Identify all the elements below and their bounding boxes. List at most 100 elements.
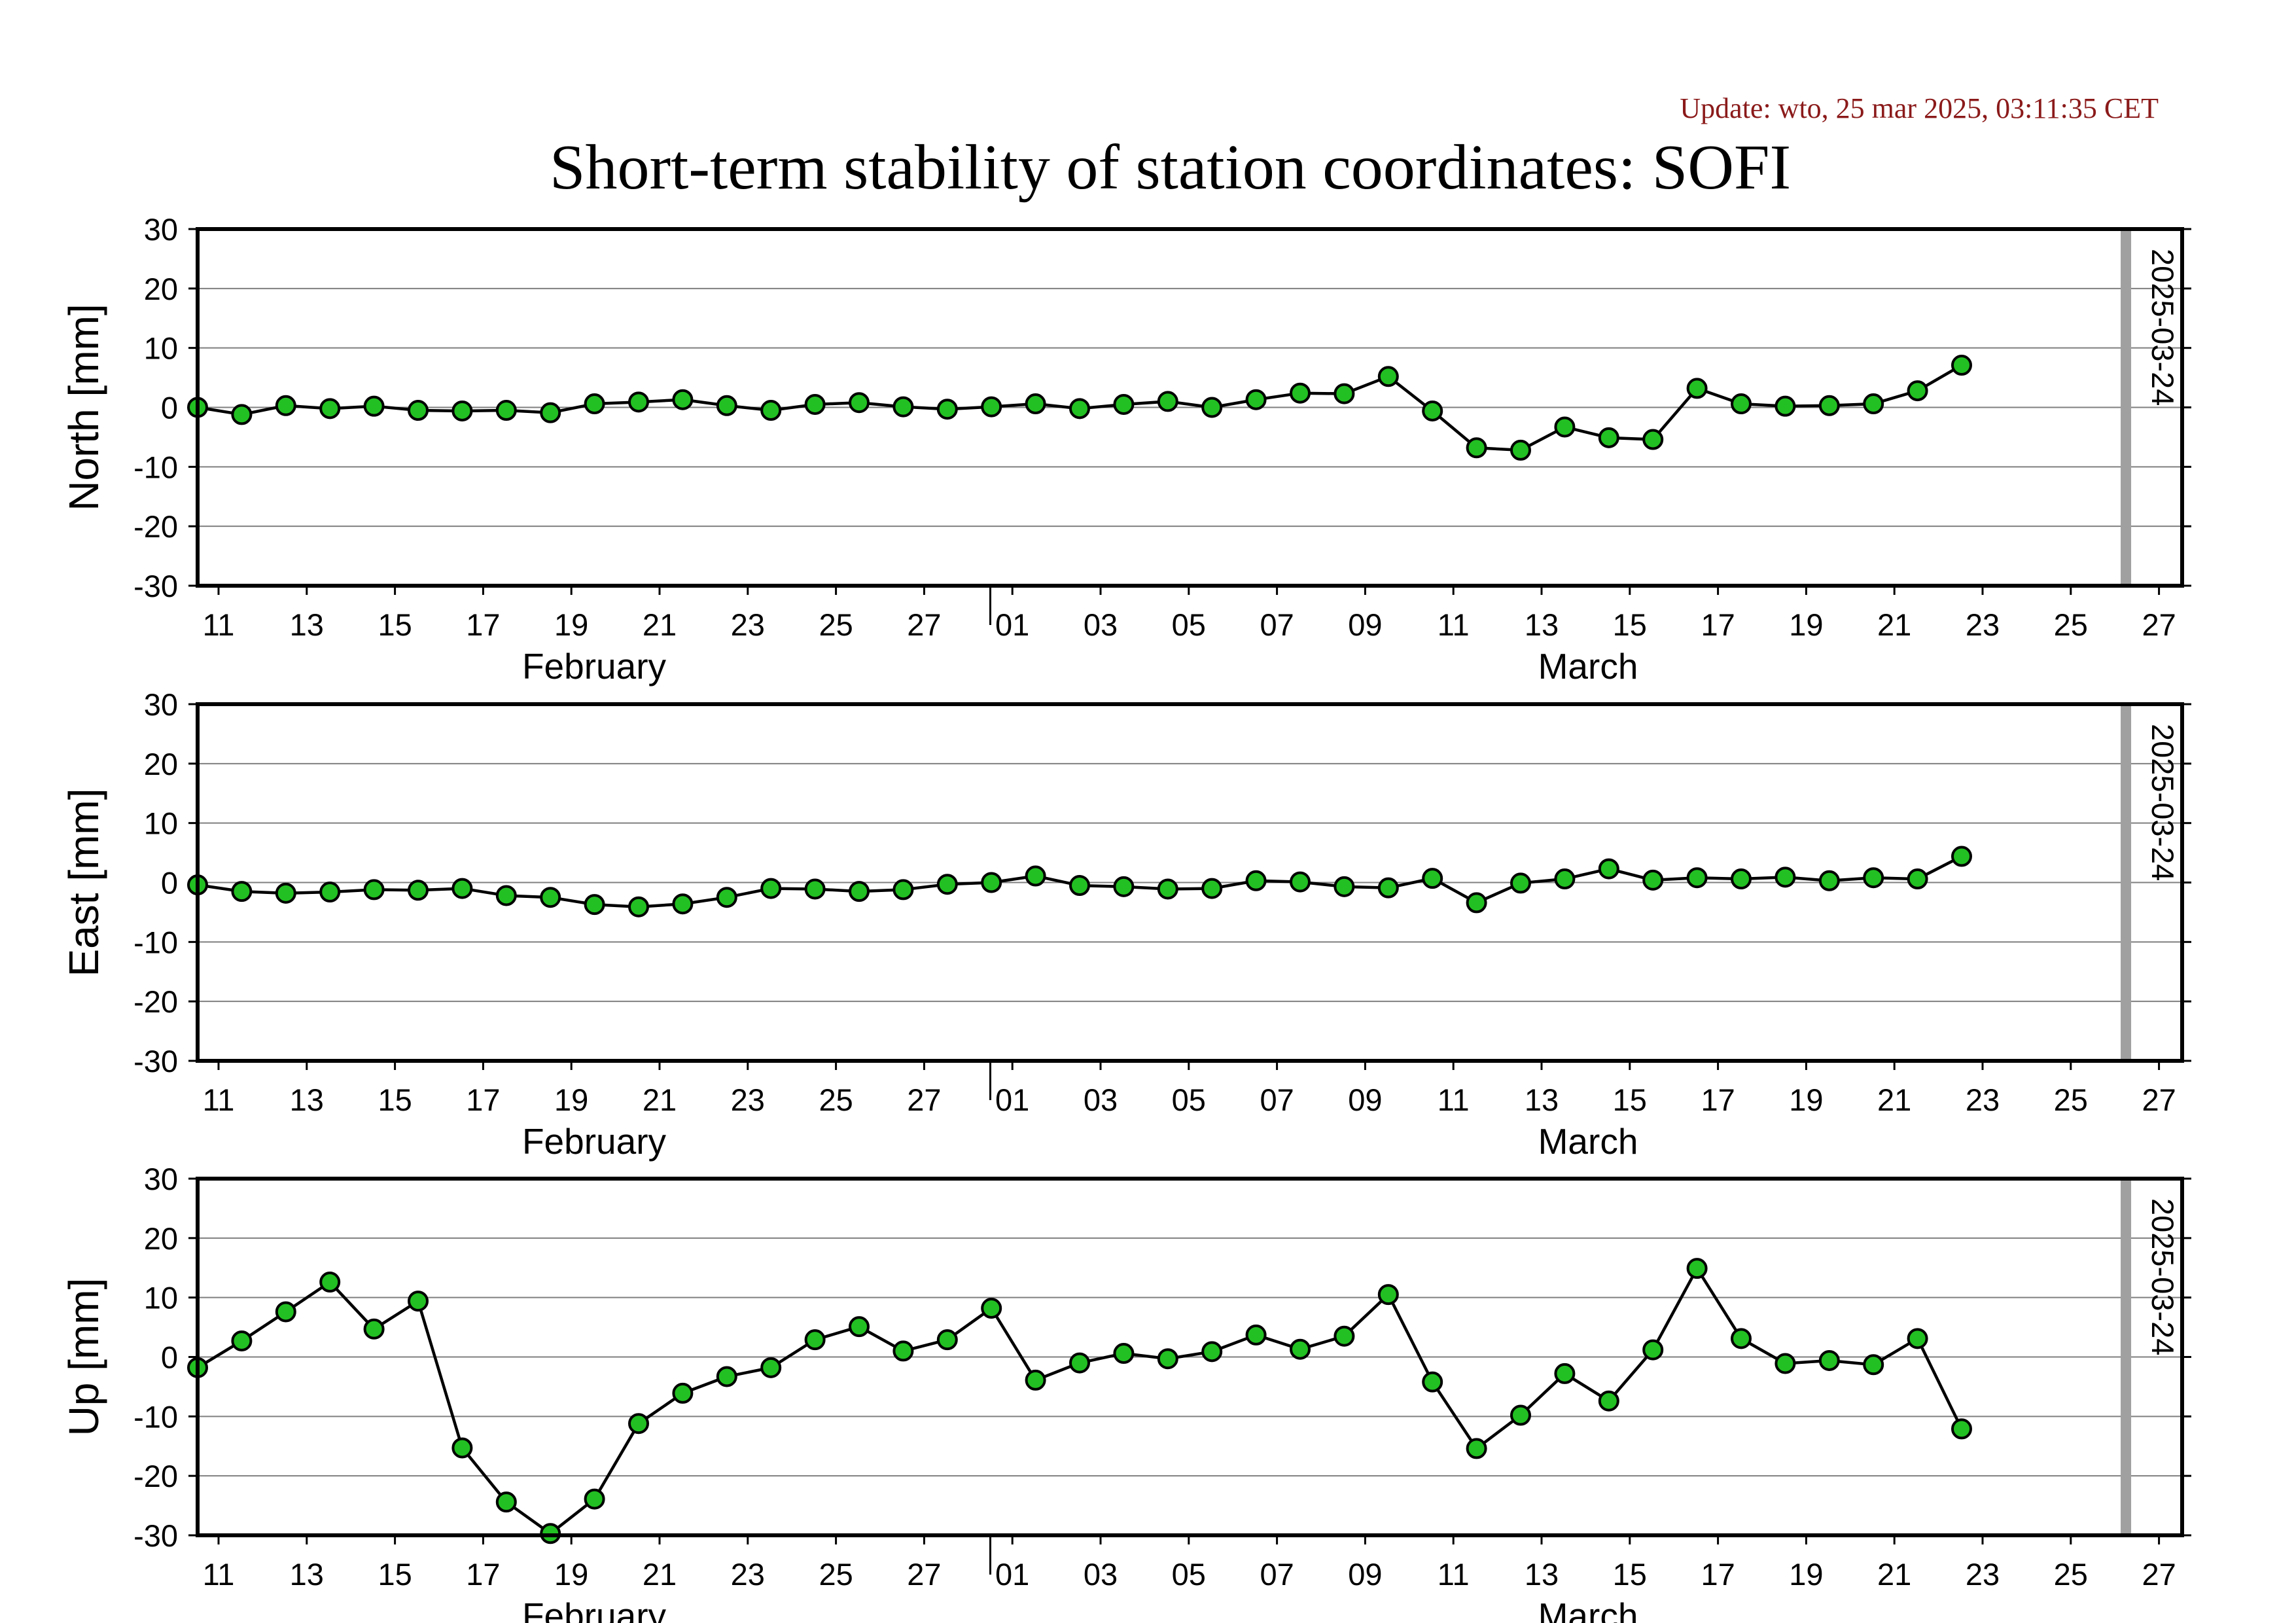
x-tick-label: 27 bbox=[907, 1082, 941, 1117]
x-tick-label: 03 bbox=[1084, 607, 1118, 642]
data-point bbox=[716, 395, 737, 416]
data-point bbox=[1775, 395, 1796, 417]
data-point bbox=[760, 400, 782, 421]
month-label: February bbox=[522, 1121, 667, 1162]
x-tick-label: 27 bbox=[2142, 1082, 2176, 1117]
data-point bbox=[495, 1491, 517, 1513]
data-point bbox=[231, 404, 253, 425]
x-tick-label: 27 bbox=[907, 1557, 941, 1592]
data-point bbox=[1157, 1348, 1178, 1370]
data-point bbox=[1025, 1369, 1046, 1391]
data-point bbox=[1333, 383, 1355, 404]
y-tick-label: -20 bbox=[133, 984, 178, 1019]
data-point bbox=[1731, 393, 1752, 415]
y-tick-label: 20 bbox=[144, 1221, 178, 1256]
data-point bbox=[981, 1298, 1002, 1319]
data-point bbox=[1775, 866, 1796, 888]
x-tick-label: 01 bbox=[995, 607, 1029, 642]
data-point bbox=[363, 879, 385, 901]
x-tick-label: 09 bbox=[1348, 1557, 1382, 1592]
data-point bbox=[1157, 391, 1178, 412]
y-tick-label: 0 bbox=[161, 866, 178, 901]
series-line bbox=[196, 1265, 1964, 1536]
data-point bbox=[760, 878, 782, 899]
data-point bbox=[363, 395, 385, 417]
x-tick-label: 07 bbox=[1260, 1557, 1294, 1592]
data-point bbox=[804, 878, 826, 900]
data-point bbox=[1290, 1338, 1311, 1360]
x-tick-label: 11 bbox=[1438, 1082, 1470, 1117]
data-point bbox=[363, 1318, 385, 1340]
date-marker-label: 2025-03-24 bbox=[2146, 724, 2180, 881]
x-tick-label: 23 bbox=[1966, 607, 2000, 642]
data-point bbox=[849, 392, 870, 414]
data-point bbox=[892, 1340, 914, 1362]
date-marker-label: 2025-03-24 bbox=[2146, 249, 2180, 406]
x-tick-label: 15 bbox=[378, 607, 412, 642]
x-tick-label: 07 bbox=[1260, 607, 1294, 642]
y-axis-label: North [mm] bbox=[60, 304, 107, 510]
x-tick-label: 13 bbox=[1525, 1557, 1559, 1592]
month-label: February bbox=[522, 1596, 667, 1623]
data-point bbox=[981, 396, 1002, 418]
data-point bbox=[716, 887, 737, 908]
data-point bbox=[1113, 1343, 1135, 1364]
data-point bbox=[1642, 429, 1664, 450]
data-point bbox=[451, 400, 473, 421]
date-marker-label: 2025-03-24 bbox=[2146, 1198, 2180, 1355]
data-point bbox=[716, 1366, 737, 1387]
data-point bbox=[540, 402, 561, 423]
data-point bbox=[981, 872, 1002, 893]
x-tick-label: 21 bbox=[1877, 1557, 1911, 1592]
data-point bbox=[1377, 877, 1399, 899]
y-axis-label: East [mm] bbox=[60, 788, 107, 976]
x-tick-label: 21 bbox=[643, 1082, 677, 1117]
x-tick-label: 11 bbox=[203, 1557, 235, 1592]
data-point bbox=[1686, 1258, 1708, 1279]
data-point bbox=[1422, 868, 1443, 889]
data-point bbox=[319, 398, 341, 419]
x-tick-label: 19 bbox=[554, 1082, 588, 1117]
data-point bbox=[1731, 1328, 1752, 1349]
y-tick-label: -20 bbox=[133, 1459, 178, 1493]
data-point bbox=[1951, 846, 1972, 867]
data-point bbox=[628, 1413, 649, 1435]
y-tick-label: -10 bbox=[133, 925, 178, 959]
x-tick-label: 13 bbox=[1525, 607, 1559, 642]
data-point bbox=[1245, 870, 1267, 891]
x-tick-label: 23 bbox=[731, 1082, 765, 1117]
data-point bbox=[1422, 1371, 1443, 1393]
data-point bbox=[1201, 397, 1223, 418]
x-tick-label: 25 bbox=[2054, 607, 2088, 642]
data-point bbox=[1951, 1418, 1972, 1440]
y-tick-label: 0 bbox=[161, 1340, 178, 1375]
y-tick-label: -10 bbox=[133, 450, 178, 484]
data-point bbox=[1554, 1363, 1576, 1384]
x-tick-label: 15 bbox=[1613, 607, 1647, 642]
data-point bbox=[1818, 395, 1840, 416]
data-point bbox=[495, 400, 517, 421]
data-point bbox=[1377, 366, 1399, 387]
data-point bbox=[849, 881, 870, 902]
data-point bbox=[1863, 393, 1884, 415]
data-point bbox=[1113, 393, 1135, 415]
x-tick-label: 25 bbox=[2054, 1082, 2088, 1117]
month-label: March bbox=[1538, 1596, 1638, 1623]
x-tick-label: 19 bbox=[554, 607, 588, 642]
data-point bbox=[1907, 1328, 1928, 1349]
y-tick-label: -30 bbox=[133, 1044, 178, 1079]
data-point bbox=[1907, 380, 1928, 402]
data-point bbox=[1686, 378, 1708, 399]
x-tick-label: 09 bbox=[1348, 607, 1382, 642]
y-tick-label: 10 bbox=[144, 1281, 178, 1315]
data-point bbox=[1510, 439, 1531, 461]
data-point bbox=[1818, 1349, 1840, 1371]
data-point bbox=[1598, 427, 1619, 448]
y-tick-label: 20 bbox=[144, 747, 178, 781]
x-tick-label: 23 bbox=[1966, 1557, 2000, 1592]
data-point bbox=[1201, 878, 1223, 899]
plot-frame bbox=[196, 227, 2184, 588]
data-point bbox=[1290, 382, 1311, 404]
y-tick-label: 20 bbox=[144, 272, 178, 306]
x-tick-label: 11 bbox=[1438, 1557, 1470, 1592]
